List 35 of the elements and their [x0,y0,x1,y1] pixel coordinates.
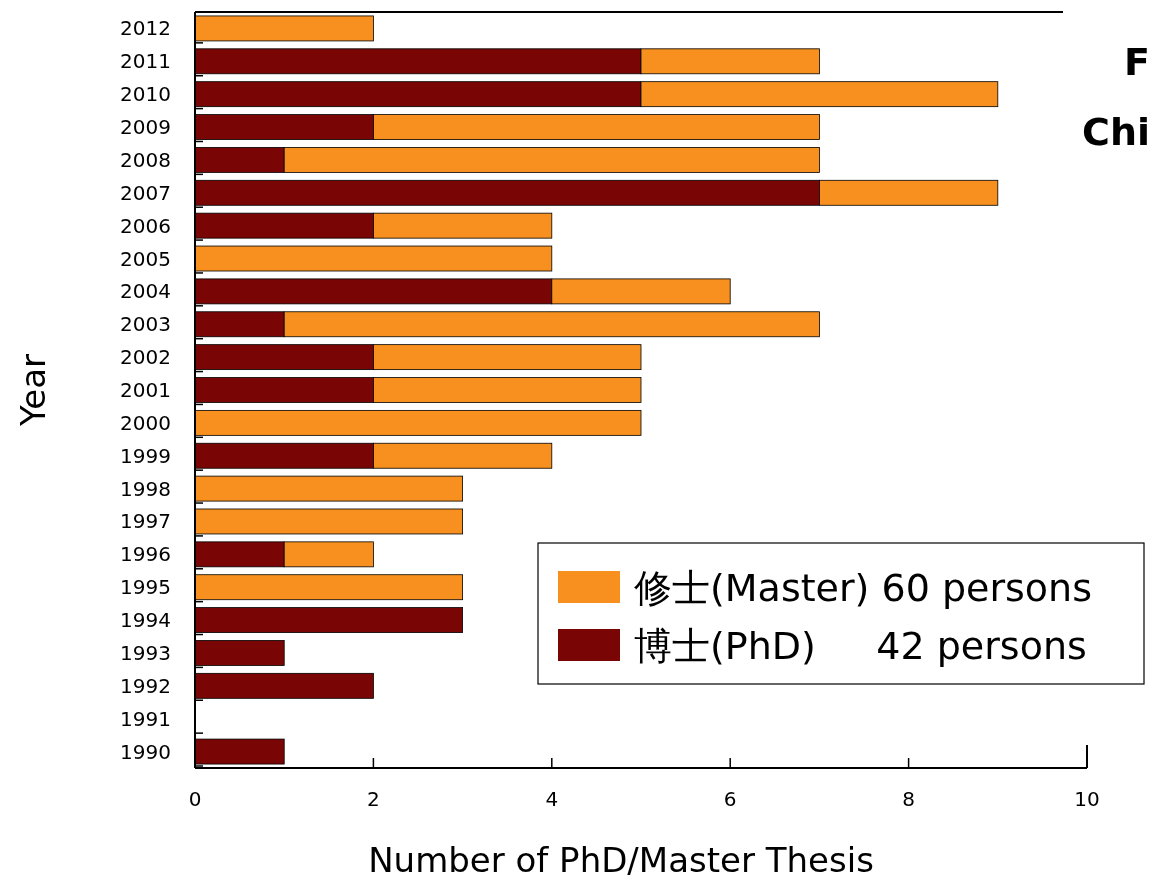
y-axis-title: Year [13,353,53,427]
x-tick-label: 6 [723,787,737,811]
x-tick-label: 8 [902,787,915,811]
y-tick-label: 2008 [120,147,171,172]
y-tick-label: 1992 [120,673,171,698]
y-tick-label: 2001 [120,378,171,402]
legend-label: 修士(Master) 60 persons [634,566,1092,610]
y-tick-label: 2006 [120,213,171,238]
y-tick-label: 1994 [120,608,171,633]
y-tick-label: 2004 [120,279,171,304]
annotation: Chi [1082,110,1150,154]
y-tick-label: 2000 [120,410,171,435]
y-tick-label: 1996 [120,542,171,567]
y-tick-label: 1998 [120,476,171,501]
y-tick-label: 2010 [120,82,171,107]
y-tick-label: 2012 [120,16,171,41]
legend-label: 博士(PhD) 42 persons [634,624,1087,668]
y-tick-label: 1991 [120,706,171,731]
y-tick-label: 2007 [120,180,171,205]
x-axis-title: Number of PhD/Master Thesis [368,840,874,880]
y-tick-label: 2002 [120,345,171,370]
y-tick-label: 1995 [120,575,171,600]
y-tick-label: 1993 [120,640,171,665]
x-tick-label: 4 [545,787,559,811]
y-tick-label: 2011 [120,49,171,74]
x-tick-label: 2 [367,787,380,811]
text: F [1124,40,1150,84]
y-tick-label: 1997 [120,509,171,534]
x-tick-label: 10 [1074,787,1100,811]
y-tick-label: 2003 [120,312,171,337]
y-tick-label: 1990 [120,739,171,764]
y-tick-label: 1999 [120,443,171,468]
y-tick-label: 2005 [120,246,171,271]
y-tick-label: 2009 [120,115,171,140]
x-tick-label: 0 [188,787,202,811]
